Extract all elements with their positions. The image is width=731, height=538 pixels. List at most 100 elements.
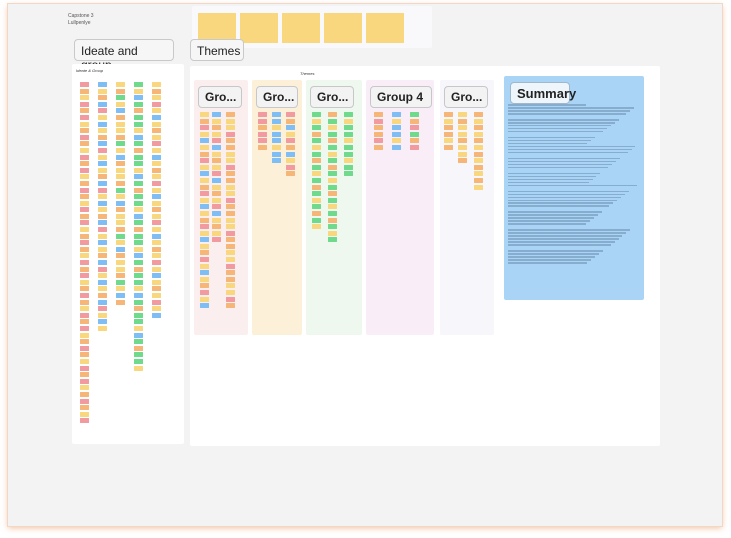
sticky-note[interactable] xyxy=(328,237,337,243)
sticky-note[interactable] xyxy=(80,240,89,246)
sticky-note[interactable] xyxy=(200,210,209,216)
sticky-note[interactable] xyxy=(134,339,143,345)
sticky-note[interactable] xyxy=(272,158,281,164)
sticky-note[interactable] xyxy=(226,290,235,296)
sticky-note[interactable] xyxy=(226,177,235,183)
sticky-note[interactable] xyxy=(134,194,143,200)
sticky-note[interactable] xyxy=(80,128,89,134)
sticky-note[interactable] xyxy=(134,352,143,358)
sticky-note[interactable] xyxy=(134,253,143,259)
sticky-note[interactable] xyxy=(200,283,209,289)
sticky-note[interactable] xyxy=(152,312,161,318)
sticky-note[interactable] xyxy=(200,151,209,157)
sticky-note[interactable] xyxy=(134,141,143,147)
sticky-note[interactable] xyxy=(134,325,143,331)
sticky-note[interactable] xyxy=(152,174,161,180)
group-label-5[interactable]: Gro... xyxy=(444,86,488,108)
ideate-section-label[interactable]: Ideate and group xyxy=(74,39,174,72)
sticky-note[interactable] xyxy=(200,296,209,302)
sticky-note[interactable] xyxy=(328,217,337,223)
sticky-note[interactable] xyxy=(200,171,209,177)
sticky-note[interactable] xyxy=(212,125,221,131)
sticky-note[interactable] xyxy=(312,171,321,177)
sticky-note[interactable] xyxy=(226,131,235,137)
sticky-note[interactable] xyxy=(374,138,383,144)
sticky-note[interactable] xyxy=(328,112,337,117)
sticky-note[interactable] xyxy=(152,161,161,167)
sticky-note[interactable] xyxy=(134,358,143,364)
sticky-note[interactable] xyxy=(226,204,235,210)
top-sticky-note[interactable] xyxy=(198,13,236,43)
sticky-note[interactable] xyxy=(474,138,483,144)
sticky-note[interactable] xyxy=(134,233,143,239)
sticky-note[interactable] xyxy=(458,131,467,137)
sticky-note[interactable] xyxy=(80,411,89,417)
sticky-note[interactable] xyxy=(258,112,267,117)
sticky-note[interactable] xyxy=(200,290,209,296)
sticky-note[interactable] xyxy=(134,187,143,193)
sticky-note[interactable] xyxy=(80,194,89,200)
sticky-note[interactable] xyxy=(444,112,453,117)
sticky-note[interactable] xyxy=(272,131,281,137)
sticky-note[interactable] xyxy=(116,233,125,239)
sticky-note[interactable] xyxy=(152,273,161,279)
sticky-note[interactable] xyxy=(134,134,143,140)
sticky-note[interactable] xyxy=(200,230,209,236)
sticky-note[interactable] xyxy=(98,260,107,266)
sticky-note[interactable] xyxy=(200,263,209,269)
sticky-note[interactable] xyxy=(344,151,353,157)
sticky-note[interactable] xyxy=(328,138,337,144)
sticky-note[interactable] xyxy=(152,293,161,298)
sticky-note[interactable] xyxy=(98,293,107,298)
sticky-note[interactable] xyxy=(134,128,143,134)
sticky-note[interactable] xyxy=(152,246,161,252)
sticky-note[interactable] xyxy=(134,345,143,351)
sticky-note[interactable] xyxy=(116,121,125,127)
sticky-note[interactable] xyxy=(272,151,281,157)
sticky-note[interactable] xyxy=(226,158,235,164)
sticky-note[interactable] xyxy=(116,88,125,94)
sticky-note[interactable] xyxy=(116,108,125,114)
sticky-note[interactable] xyxy=(226,296,235,302)
sticky-note[interactable] xyxy=(328,224,337,230)
sticky-note[interactable] xyxy=(134,108,143,114)
sticky-note[interactable] xyxy=(80,398,89,404)
sticky-note[interactable] xyxy=(212,197,221,203)
sticky-note[interactable] xyxy=(152,253,161,259)
sticky-note[interactable] xyxy=(80,141,89,147)
sticky-note[interactable] xyxy=(116,154,125,160)
sticky-note[interactable] xyxy=(200,224,209,230)
sticky-note[interactable] xyxy=(328,197,337,203)
sticky-note[interactable] xyxy=(80,293,89,298)
sticky-note[interactable] xyxy=(312,125,321,131)
sticky-note[interactable] xyxy=(80,260,89,266)
sticky-note[interactable] xyxy=(98,299,107,305)
sticky-note[interactable] xyxy=(80,372,89,378)
sticky-note[interactable] xyxy=(200,257,209,263)
sticky-note[interactable] xyxy=(312,204,321,210)
sticky-note[interactable] xyxy=(134,114,143,120)
sticky-note[interactable] xyxy=(474,158,483,164)
sticky-note[interactable] xyxy=(116,187,125,193)
sticky-note[interactable] xyxy=(312,210,321,216)
sticky-note[interactable] xyxy=(98,134,107,140)
sticky-note[interactable] xyxy=(458,144,467,150)
sticky-note[interactable] xyxy=(212,151,221,157)
sticky-note[interactable] xyxy=(152,260,161,266)
sticky-note[interactable] xyxy=(116,227,125,233)
sticky-note[interactable] xyxy=(200,158,209,164)
sticky-note[interactable] xyxy=(272,125,281,131)
sticky-note[interactable] xyxy=(152,134,161,140)
sticky-note[interactable] xyxy=(410,118,419,124)
sticky-note[interactable] xyxy=(374,118,383,124)
sticky-note[interactable] xyxy=(80,82,89,87)
sticky-note[interactable] xyxy=(312,164,321,170)
sticky-note[interactable] xyxy=(212,131,221,137)
sticky-note[interactable] xyxy=(392,125,401,131)
sticky-note[interactable] xyxy=(212,224,221,230)
sticky-note[interactable] xyxy=(152,207,161,213)
sticky-note[interactable] xyxy=(98,101,107,107)
sticky-note[interactable] xyxy=(328,184,337,190)
sticky-note[interactable] xyxy=(410,125,419,131)
sticky-note[interactable] xyxy=(98,174,107,180)
